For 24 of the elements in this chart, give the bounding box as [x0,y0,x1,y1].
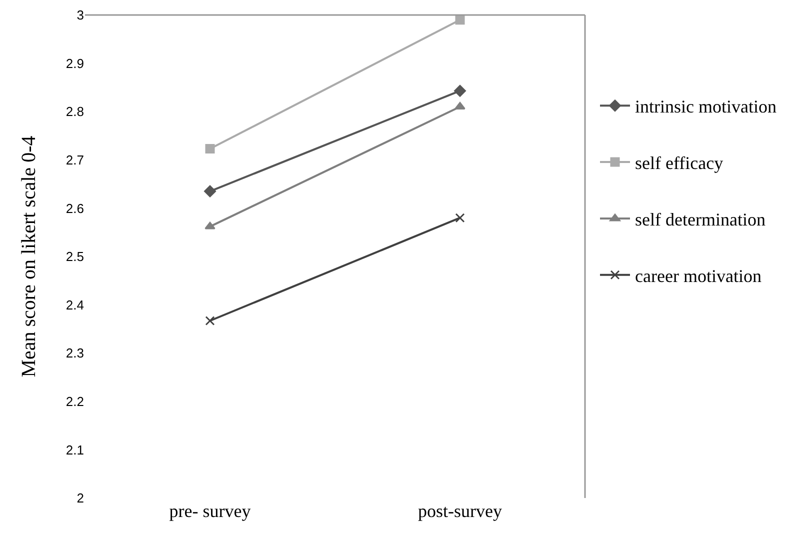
point [205,316,215,326]
point [454,84,466,97]
x-tick-label: pre- survey [169,501,251,521]
y-tick-label: 2.1 [66,442,84,458]
y-tick-label: 2.9 [66,56,84,71]
point [455,213,465,223]
legend-label: career motivation [635,266,762,286]
point [205,144,215,154]
legend-label: self efficacy [635,153,724,174]
y-tick-label: 2.3 [66,346,84,361]
y-tick-label: 2.8 [66,104,84,120]
y-tick-label: 2 [76,490,84,506]
legend-label: intrinsic motivation [635,96,776,117]
y-tick-label: 2.2 [66,394,84,409]
y-axis-title: Mean score on likert scale 0-4 [18,136,40,378]
legend-label: self determination [635,209,766,230]
y-tick-label: 2.7 [66,152,84,168]
point [455,15,465,25]
x-tick-label: post-survey [418,501,502,521]
y-tick-label: 3 [76,8,84,23]
point [204,185,216,198]
y-tick-label: 2.4 [66,297,84,312]
y-tick-label: 2.5 [66,249,84,264]
y-tick-label: 2.6 [66,200,84,216]
